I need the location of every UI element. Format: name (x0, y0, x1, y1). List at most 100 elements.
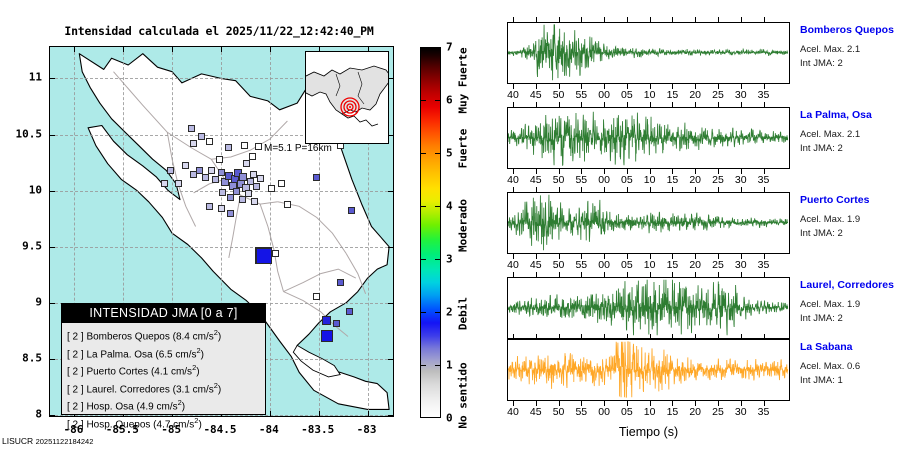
waveform-axis-tick (695, 169, 697, 174)
station-marker[interactable] (166, 166, 174, 174)
station-marker[interactable] (252, 182, 260, 190)
waveform-axis-tick (763, 169, 765, 174)
station-marker[interactable] (217, 169, 225, 177)
waveform-panel[interactable] (507, 107, 790, 169)
waveform-xtick-label: 55 (575, 406, 588, 418)
waveform-axis-tick (740, 169, 742, 174)
station-marker[interactable] (211, 175, 219, 183)
waveform-axis-tick (558, 334, 560, 339)
waveform-axis-tick (672, 84, 674, 89)
station-marker[interactable] (256, 174, 264, 182)
waveform-panel[interactable] (507, 277, 790, 339)
station-marker[interactable] (336, 279, 344, 287)
station-marker[interactable] (188, 125, 196, 133)
station-marker[interactable] (244, 190, 252, 198)
station-marker[interactable] (238, 196, 246, 204)
waveform-axis-tick (649, 401, 651, 406)
waveform-axis-tick (695, 254, 697, 259)
waveform-axis-tick (626, 102, 628, 107)
station-marker[interactable] (313, 173, 321, 181)
waveform-axis-tick (672, 17, 674, 22)
waveform-axis-tick (513, 17, 514, 22)
axis-tick (388, 302, 393, 304)
waveform-axis-tick (513, 272, 514, 277)
station-marker[interactable] (240, 142, 248, 150)
waveform-axis-tick (672, 401, 674, 406)
waveform-accel-label: Acel. Max. 2.1 (800, 129, 861, 140)
waveform-axis-tick (626, 187, 628, 192)
station-marker[interactable] (248, 153, 256, 161)
station-marker[interactable] (278, 180, 286, 188)
station-marker[interactable] (217, 205, 225, 213)
waveform-axis-tick (740, 102, 742, 107)
waveform-xtick-label: 10 (643, 259, 656, 271)
station-marker[interactable] (205, 202, 213, 210)
station-marker[interactable] (215, 155, 223, 163)
map-ytick-label: 8 (35, 407, 42, 421)
station-marker[interactable] (227, 209, 235, 217)
station-marker[interactable] (233, 168, 242, 177)
station-marker[interactable] (190, 171, 198, 179)
waveform-xtick-label: 20 (689, 174, 702, 186)
footer-code: 20251122184242 (35, 437, 94, 446)
waveform-axis-tick (513, 187, 514, 192)
station-marker[interactable] (182, 162, 190, 170)
station-marker[interactable] (205, 137, 213, 145)
waveform-station-name: Bomberos Quepos (800, 24, 894, 36)
station-marker[interactable] (346, 308, 354, 316)
legend-entry: [ 2 ] Puerto Cortes (4.1 cm/s2) (67, 361, 265, 379)
station-marker[interactable] (268, 184, 276, 192)
waveform-panel[interactable] (507, 22, 790, 84)
intensity-map[interactable] (49, 46, 394, 417)
station-marker[interactable] (348, 207, 356, 215)
legend-intensity: [ 2 ] (67, 401, 87, 413)
station-marker[interactable] (239, 173, 248, 182)
station-marker[interactable] (242, 160, 250, 168)
waveform-panel[interactable] (507, 192, 790, 254)
station-marker[interactable] (313, 292, 321, 300)
waveform-xtick-label: 05 (621, 406, 633, 418)
station-marker-highlight[interactable] (255, 247, 272, 264)
legend-accel-close: ) (200, 348, 205, 360)
waveform-jma-label: Int JMA: 2 (800, 228, 843, 239)
waveform-axis-tick (763, 102, 765, 107)
footer-agency: LISUCR (2, 436, 34, 446)
station-marker[interactable] (160, 180, 168, 188)
legend-accel-close: ) (198, 418, 202, 430)
station-marker[interactable] (249, 171, 257, 179)
station-marker[interactable] (332, 319, 340, 327)
station-marker[interactable] (322, 316, 332, 326)
waveform-axis-tick (763, 401, 765, 406)
waveform-xtick-label: 00 (598, 259, 610, 271)
station-marker[interactable] (207, 166, 215, 174)
colorbar-category-label: Moderado (456, 199, 470, 253)
waveform-axis-tick (672, 254, 674, 259)
station-marker[interactable] (246, 178, 254, 186)
station-marker[interactable] (196, 166, 203, 174)
waveform-xtick-label: 10 (643, 406, 656, 418)
gridline-vertical (172, 47, 174, 416)
station-marker-highlight[interactable] (320, 330, 333, 343)
colorbar-tick (420, 259, 426, 260)
colorbar-tick-label: 2 (446, 305, 453, 319)
station-marker[interactable] (233, 188, 241, 196)
station-marker[interactable] (283, 200, 291, 208)
waveform-xtick-label: 30 (734, 174, 747, 186)
station-marker[interactable] (250, 198, 258, 206)
colorbar-tick (435, 206, 441, 207)
epicenter-marker (340, 97, 360, 117)
waveform-panel[interactable] (507, 339, 790, 401)
footer-stamp: LISUCR 20251122184242 (2, 436, 93, 446)
station-marker[interactable] (219, 189, 227, 197)
station-marker[interactable] (201, 173, 209, 181)
station-marker[interactable] (254, 143, 262, 151)
legend-entry: [ 2 ] Hosp. Osa (4.9 cm/s2) (67, 396, 265, 414)
station-marker[interactable] (190, 139, 198, 147)
station-marker[interactable] (227, 193, 235, 201)
station-marker[interactable] (197, 133, 205, 141)
station-marker[interactable] (174, 180, 182, 188)
colorbar-category-label: Muy Fuerte (456, 46, 470, 114)
station-marker[interactable] (272, 249, 280, 257)
waveform-axis-tick (672, 187, 674, 192)
station-marker[interactable] (225, 144, 233, 152)
